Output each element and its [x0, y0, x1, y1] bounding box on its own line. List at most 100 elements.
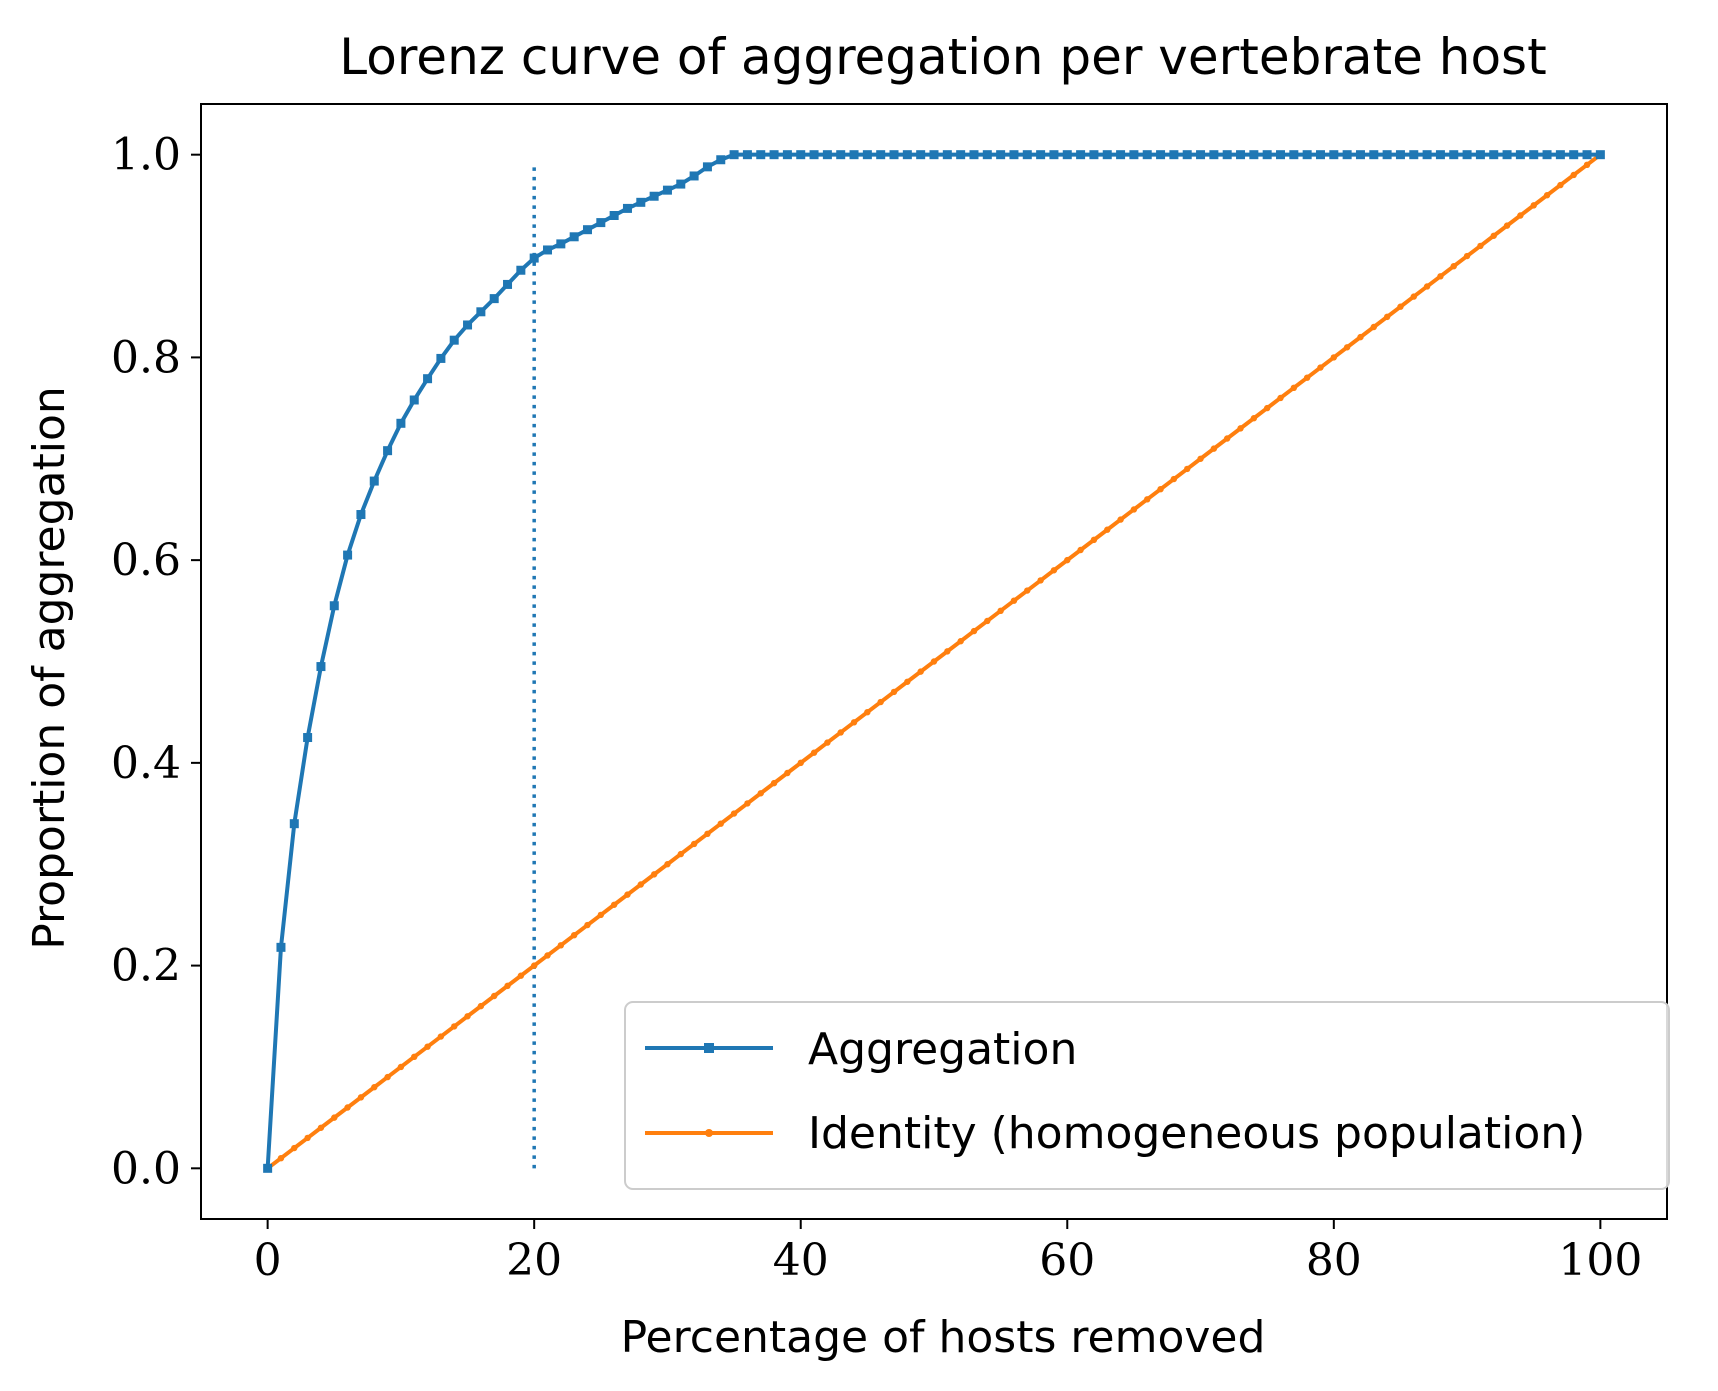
data-point-identity [930, 658, 938, 665]
data-point-aggregation [716, 155, 726, 165]
data-point-aggregation [1236, 150, 1246, 160]
data-point-aggregation [1369, 150, 1379, 160]
data-point-identity [637, 881, 644, 888]
data-point-identity [944, 648, 951, 655]
data-point-identity [1184, 465, 1191, 473]
data-point-aggregation [942, 150, 952, 160]
data-point-identity [904, 678, 911, 685]
data-point-aggregation [1355, 150, 1365, 160]
data-point-aggregation [1009, 150, 1019, 160]
data-point-aggregation [449, 335, 459, 345]
data-point-identity [1570, 171, 1577, 179]
data-point-aggregation [383, 446, 393, 456]
data-point-identity [451, 1023, 458, 1030]
data-point-identity [1450, 262, 1457, 270]
data-point-aggregation [316, 662, 326, 672]
legend-marker-identity [705, 1129, 713, 1137]
data-point-aggregation [982, 150, 992, 160]
data-point-aggregation [1036, 150, 1046, 160]
data-point-aggregation [1182, 150, 1192, 160]
data-point-aggregation [1222, 150, 1232, 160]
data-point-aggregation [1116, 150, 1126, 160]
data-point-identity [677, 850, 684, 858]
data-point-identity [1010, 597, 1018, 604]
y-tick-label: 0.6 [111, 535, 181, 586]
data-point-identity [477, 1002, 485, 1010]
data-point-identity [650, 871, 658, 878]
data-point-identity [530, 962, 538, 969]
data-point-identity [304, 1134, 311, 1142]
data-point-identity [1037, 577, 1044, 584]
data-point-aggregation [636, 197, 646, 207]
data-point-aggregation [1129, 150, 1139, 160]
data-point-aggregation [1462, 150, 1472, 160]
data-point-identity [557, 942, 565, 949]
data-point-identity [850, 719, 858, 726]
data-point-identity [397, 1063, 405, 1071]
data-point-identity [837, 729, 844, 736]
data-point-aggregation [769, 150, 779, 160]
data-point-aggregation [356, 510, 366, 520]
data-point-identity [1383, 313, 1391, 321]
data-point-aggregation [1329, 150, 1339, 160]
plot-area [263, 150, 1605, 1173]
data-point-aggregation [369, 476, 379, 486]
data-point-aggregation [1542, 150, 1552, 160]
data-point-aggregation [662, 185, 672, 195]
data-point-aggregation [1169, 150, 1179, 160]
data-point-identity [1237, 425, 1244, 432]
data-point-identity [1317, 364, 1324, 371]
legend-label-aggregation: Aggregation [808, 1024, 1077, 1075]
data-point-identity [877, 698, 884, 706]
x-tick-label: 0 [254, 1235, 282, 1286]
x-tick-label: 100 [1558, 1235, 1642, 1286]
data-point-aggregation [1382, 150, 1392, 160]
data-point-identity [344, 1104, 351, 1111]
data-point-aggregation [543, 245, 553, 255]
data-point-aggregation [969, 150, 979, 160]
data-point-identity [597, 911, 605, 919]
data-point-identity [1170, 475, 1178, 483]
data-point-aggregation [343, 550, 353, 560]
data-point-aggregation [476, 307, 486, 317]
data-point-identity [1290, 384, 1298, 392]
data-point-identity [1517, 212, 1524, 219]
data-point-aggregation [529, 253, 539, 263]
data-point-aggregation [1449, 150, 1459, 160]
data-point-aggregation [329, 601, 339, 611]
data-point-identity [1397, 303, 1404, 310]
data-point-identity [1303, 374, 1311, 381]
data-point-identity [1130, 506, 1138, 513]
data-point-aggregation [1289, 150, 1299, 160]
data-point-identity [984, 617, 991, 625]
x-axis-label: Percentage of hosts removed [621, 1312, 1266, 1363]
data-point-aggregation [862, 150, 872, 160]
data-point-aggregation [303, 733, 313, 743]
data-point-identity [1263, 404, 1271, 412]
data-point-identity [1503, 222, 1511, 229]
data-point-identity [1557, 181, 1564, 189]
x-axis-ticks: 0 20 40 60 80 100 [254, 1219, 1642, 1286]
data-point-identity [491, 992, 498, 1000]
data-point-identity [1250, 415, 1258, 422]
data-point-aggregation [889, 150, 899, 160]
data-point-identity [1530, 202, 1537, 209]
y-tick-label: 0.2 [111, 941, 181, 992]
data-point-aggregation [1262, 150, 1272, 160]
data-point-identity [1423, 283, 1431, 290]
data-point-identity [1210, 445, 1218, 452]
axes-border [200, 103, 1668, 1220]
data-point-identity [424, 1043, 431, 1050]
data-point-identity [1370, 323, 1378, 331]
data-point-identity [1463, 252, 1471, 260]
data-point-identity [570, 931, 578, 939]
data-point-identity [1330, 354, 1338, 361]
data-point-aggregation [503, 279, 513, 289]
data-point-identity [384, 1073, 391, 1081]
x-tick-label: 80 [1306, 1235, 1362, 1286]
data-point-identity [664, 861, 671, 868]
data-point-aggregation [1209, 150, 1219, 160]
data-point-identity [411, 1053, 418, 1061]
legend-label-identity: Identity (homogeneous population) [808, 1108, 1585, 1159]
data-point-aggregation [622, 203, 632, 213]
